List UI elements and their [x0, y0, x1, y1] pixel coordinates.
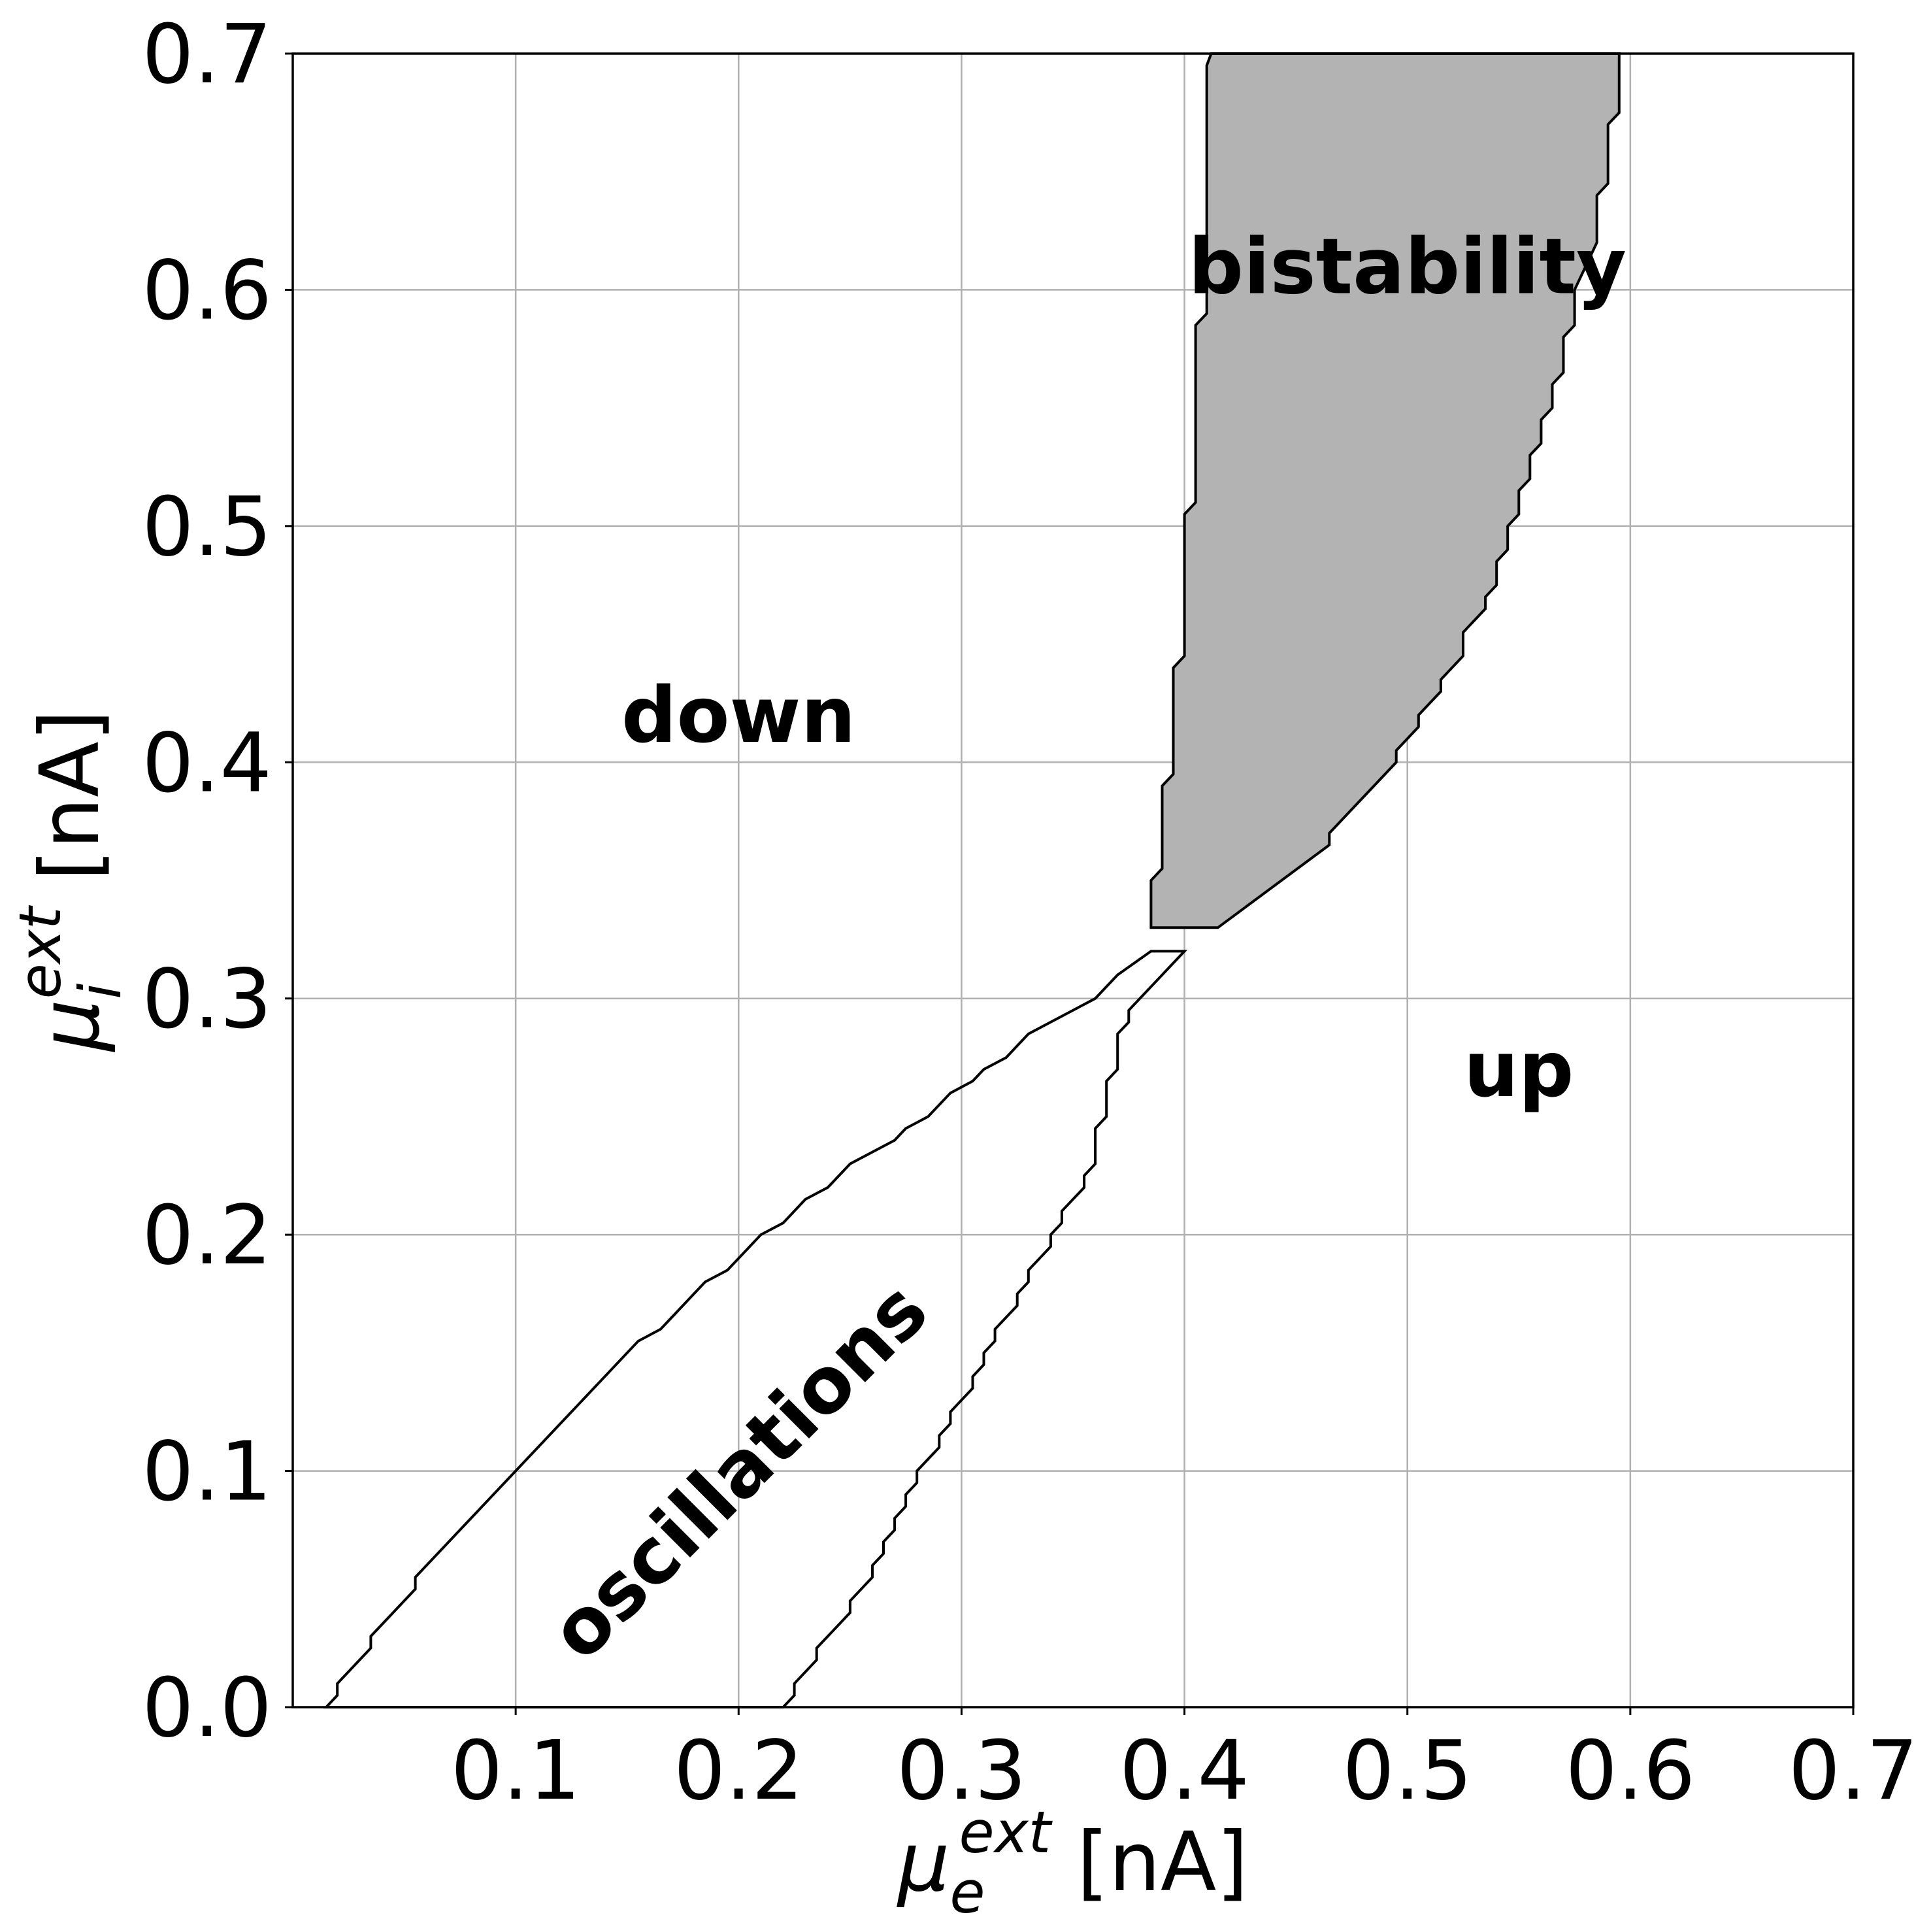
y-tick-label-0: 0.0	[142, 1661, 272, 1756]
y-label-unit: [nA]	[23, 710, 118, 907]
down-label: down	[621, 670, 856, 760]
bistability-label: bistability	[1189, 221, 1626, 311]
y-tick-label-7: 0.7	[142, 7, 272, 102]
x-label-unit: [nA]	[1051, 1815, 1248, 1910]
y-axis-label: μiext [nA]	[7, 710, 134, 1053]
x-label-symbol: μ	[897, 1815, 950, 1910]
ticks: 0.1 0.2 0.3 0.4 0.5 0.6 0.7 0.0 0.1 0.2 0.3 0.4 0.5 0…	[142, 7, 1918, 1818]
y-tick-label-4: 0.4	[142, 716, 272, 810]
y-tick-label-3: 0.3	[142, 952, 272, 1047]
y-label-superscript: ext	[7, 905, 74, 999]
y-tick-label-1: 0.1	[142, 1425, 272, 1520]
x-axis-label: μeext [nA]	[897, 1799, 1248, 1926]
y-tick-label-2: 0.2	[142, 1188, 272, 1283]
x-tick-label-4: 0.5	[1342, 1724, 1472, 1818]
x-tick-label-5: 0.6	[1565, 1724, 1695, 1818]
x-tick-label-0: 0.1	[451, 1724, 581, 1818]
x-label-superscript: ext	[959, 1799, 1053, 1866]
y-label-symbol: μ	[23, 999, 118, 1053]
grid	[293, 52, 1855, 1708]
x-tick-label-2: 0.3	[897, 1724, 1027, 1818]
up-label: up	[1464, 1024, 1574, 1114]
x-tick-label-1: 0.2	[674, 1724, 804, 1818]
plot-frame	[291, 52, 1855, 1708]
y-tick-label-6: 0.6	[142, 243, 272, 338]
regions	[323, 52, 1621, 1708]
y-tick-label-5: 0.5	[142, 480, 272, 575]
x-label-subscript: e	[949, 1859, 985, 1926]
bistability-region	[1149, 52, 1621, 929]
oscillations-region	[323, 950, 1188, 1708]
y-label-subscript: i	[67, 983, 134, 999]
x-tick-label-6: 0.7	[1789, 1724, 1919, 1818]
x-tick-label-3: 0.4	[1119, 1724, 1249, 1818]
